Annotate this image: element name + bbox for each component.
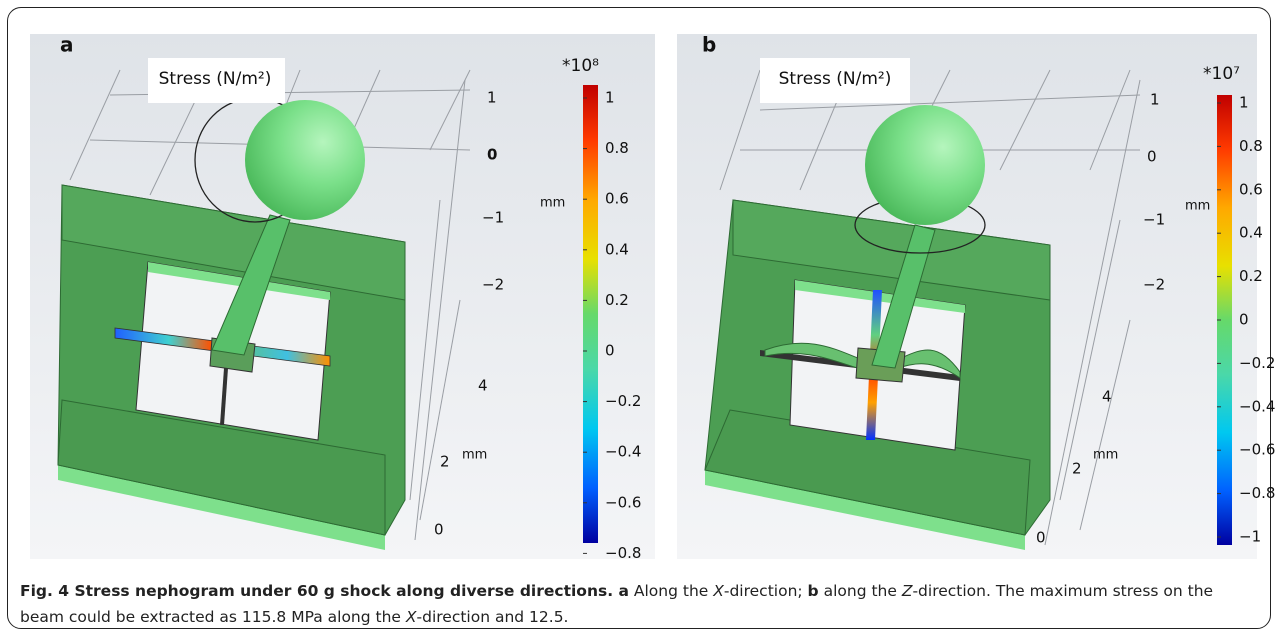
colorbar-tick-label: 0 [1239, 311, 1249, 329]
axis-label: 2 [440, 453, 450, 471]
colorbar-tick-label: 0.8 [1239, 137, 1263, 155]
caption-run: Z [902, 582, 913, 600]
colorbar-tick-label: 1 [1239, 94, 1249, 112]
caption-run: Along the [629, 582, 713, 600]
caption-run: -direction and 12.5. [417, 608, 569, 626]
axis-unit: mm [1093, 448, 1118, 463]
colorbar-tick-label: −0.4 [1239, 397, 1275, 415]
panel-title: Stress (N/m²) [779, 69, 892, 89]
caption-run: -direction; [724, 582, 808, 600]
caption-run: X [406, 608, 417, 626]
axis-label: −2 [482, 276, 504, 294]
axis-label: −1 [1143, 211, 1165, 229]
axis-unit: mm [1185, 199, 1210, 214]
page: a Stress (N/m²) *10⁸ 1 0 −1 mm −2 4 2 mm… [0, 0, 1281, 640]
colorbar-tick-label: −0.8 [1239, 484, 1275, 502]
colorbar-tick-label: 0 [605, 342, 615, 360]
colorbar-tick-label: −0.2 [605, 392, 641, 410]
axis-label: 1 [1150, 91, 1160, 109]
caption-run: Fig. 4 Stress nephogram under 60 g shock… [20, 582, 629, 600]
colorbar-tick-label: −0.4 [605, 443, 641, 461]
panel-title: Stress (N/m²) [159, 69, 272, 89]
panel-label: b [702, 33, 716, 57]
axis-label: 4 [478, 377, 488, 395]
colorbar-scale: *10⁸ [562, 56, 599, 76]
axis-label: −2 [1143, 276, 1165, 294]
colorbar-tick-label: −0.6 [605, 493, 641, 511]
colorbar-tick-label: 0.8 [605, 139, 629, 157]
caption-run: along the [819, 582, 902, 600]
figure-caption: Fig. 4 Stress nephogram under 60 g shock… [20, 578, 1260, 630]
colorbar-tick-label: 0.4 [605, 240, 629, 258]
colorbar-tick-label: 0.4 [1239, 224, 1263, 242]
colorbar-tick-label: 0.2 [1239, 267, 1263, 285]
axis-label: 0 [434, 521, 444, 539]
colorbar-tick-label: −0.8 [605, 544, 641, 562]
axis-label: 0 [1147, 148, 1157, 166]
axis-label: 0 [1036, 529, 1046, 547]
colorbar-tick-label: 0.2 [605, 291, 629, 309]
colorbar-tick-label: 0.6 [605, 190, 629, 208]
colorbar-scale: *10⁷ [1203, 64, 1240, 84]
colorbar-tick-label: −1 [1239, 528, 1261, 546]
axis-label: 0 [487, 146, 497, 164]
axis-label: 1 [487, 89, 497, 107]
caption-run: b [808, 582, 819, 600]
axis-unit: mm [540, 196, 565, 211]
axis-label: 2 [1072, 460, 1082, 478]
panel-label: a [60, 33, 74, 57]
sphere [245, 100, 365, 220]
axis-label: 4 [1102, 388, 1112, 406]
colorbar-tick-label: −0.6 [1239, 441, 1275, 459]
colorbar-tick-label: −0.2 [1239, 354, 1275, 372]
sphere [865, 105, 985, 225]
colorbar-tick-label: 0.6 [1239, 180, 1263, 198]
caption-run: X [713, 582, 724, 600]
axis-unit: mm [462, 448, 487, 463]
colorbar-tick-label: 1 [605, 89, 615, 107]
figure: a Stress (N/m²) *10⁸ 1 0 −1 mm −2 4 2 mm… [0, 0, 1281, 570]
colorbar [583, 85, 598, 543]
axis-label: −1 [482, 209, 504, 227]
